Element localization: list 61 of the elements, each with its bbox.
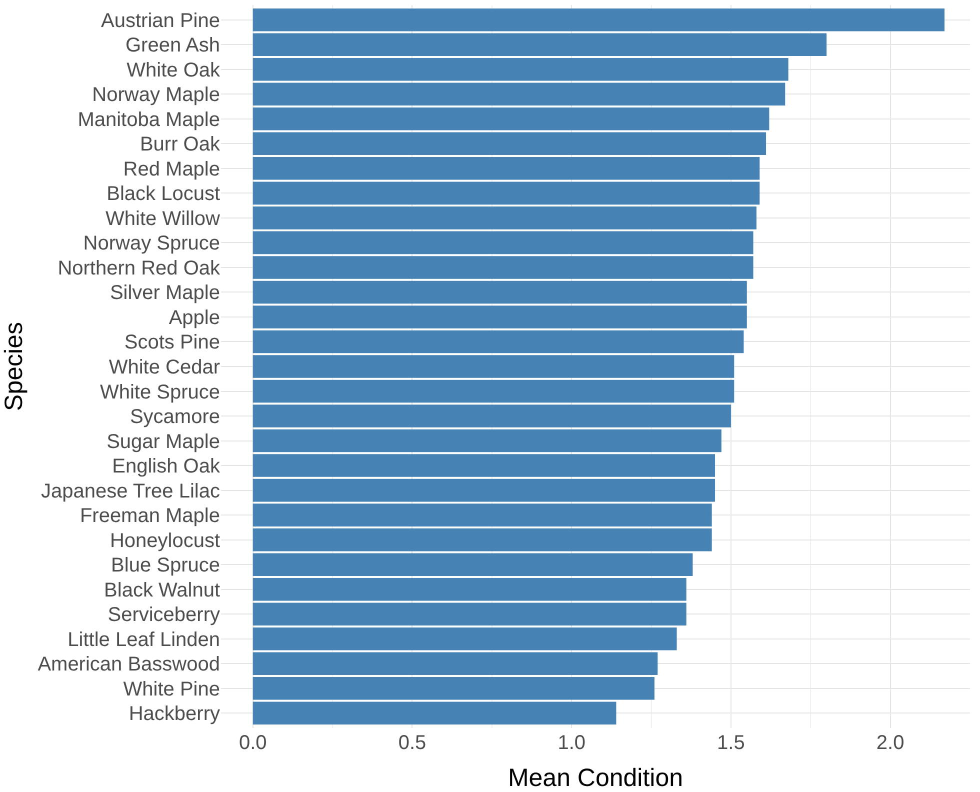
y-tick-label: White Spruce <box>100 381 220 404</box>
y-tick-label: Scots Pine <box>124 332 220 354</box>
x-tick-label: 1.0 <box>558 732 586 754</box>
y-tick-label: Hackberry <box>128 703 220 726</box>
bar <box>252 454 716 477</box>
y-tick-label: Black Walnut <box>104 579 220 602</box>
y-tick-label: Sycamore <box>130 406 220 428</box>
y-tick-label: White Willow <box>106 208 221 230</box>
y-tick-label: Japanese Tree Lilac <box>40 480 220 502</box>
bar <box>252 82 786 106</box>
bar <box>252 182 760 205</box>
y-tick-label: Serviceberry <box>108 604 220 626</box>
y-tick-label: White Pine <box>123 678 220 700</box>
y-tick-label: Austrian Pine <box>101 10 220 32</box>
y-tick-label: Green Ash <box>125 34 220 57</box>
y-tick-label: American Basswood <box>38 654 220 676</box>
bar <box>252 58 788 81</box>
bar <box>252 132 766 156</box>
y-tick-label: Little Leaf Linden <box>68 628 220 651</box>
bar <box>252 306 747 328</box>
y-tick-label: Sugar Maple <box>106 430 220 453</box>
bar <box>252 602 686 626</box>
x-tick-label: 1.5 <box>717 732 745 754</box>
bar <box>252 280 747 304</box>
y-tick-label: Northern Red Oak <box>58 257 221 280</box>
bar <box>252 429 722 452</box>
y-tick-label: Blue Spruce <box>111 554 220 577</box>
bar <box>252 380 734 403</box>
y-tick-label: Manitoba Maple <box>78 108 220 131</box>
y-tick-label: Burr Oak <box>140 134 221 156</box>
bar <box>252 355 734 378</box>
bar <box>252 108 770 130</box>
y-tick-label: White Oak <box>126 59 221 82</box>
bar <box>252 404 731 428</box>
y-tick-label: Apple <box>168 306 220 329</box>
bar <box>252 478 716 502</box>
y-tick-label: Freeman Maple <box>80 505 220 528</box>
bar <box>252 553 693 576</box>
y-tick-label: Norway Maple <box>92 84 220 106</box>
x-axis-title: Mean Condition <box>508 764 684 792</box>
bar <box>252 578 686 601</box>
bar <box>252 676 654 700</box>
bar <box>252 256 754 279</box>
y-tick-label: Black Locust <box>106 183 220 206</box>
y-axis-title: Species <box>0 322 28 411</box>
y-tick-label: Red Maple <box>123 158 220 180</box>
bar <box>252 206 756 230</box>
bar <box>252 702 616 725</box>
bar <box>252 504 712 526</box>
x-tick-label: 0.0 <box>238 732 267 754</box>
y-tick-label: English Oak <box>112 456 221 478</box>
bar <box>252 231 754 254</box>
y-tick-label: Silver Maple <box>110 282 220 304</box>
y-tick-label: Norway Spruce <box>83 232 220 255</box>
y-tick-label: Honeylocust <box>110 530 220 552</box>
bar <box>252 157 760 180</box>
bar <box>252 330 744 354</box>
x-tick-label: 0.5 <box>398 732 426 754</box>
x-tick-label: 2.0 <box>876 732 904 754</box>
bar <box>252 528 712 552</box>
y-tick-label: White Cedar <box>108 356 220 378</box>
